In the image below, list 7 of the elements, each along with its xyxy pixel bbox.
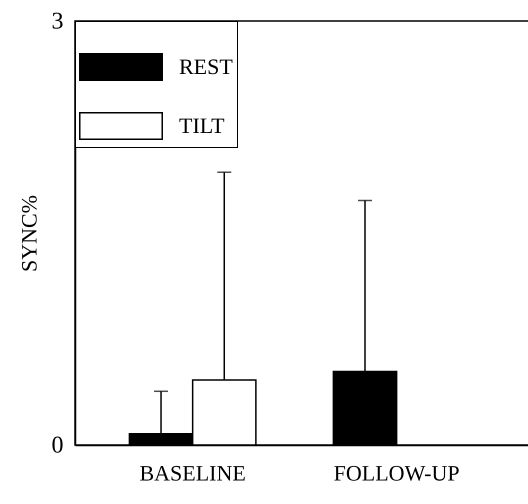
- x-tick-label: FOLLOW-UP: [334, 460, 460, 486]
- legend-label: TILT: [179, 113, 226, 138]
- y-axis-title: SYNC%: [16, 194, 42, 272]
- y-tick-label: 3: [52, 8, 64, 34]
- y-tick-label: 0: [52, 432, 64, 458]
- x-tick-label: BASELINE: [139, 460, 246, 486]
- legend-label: REST: [179, 54, 234, 79]
